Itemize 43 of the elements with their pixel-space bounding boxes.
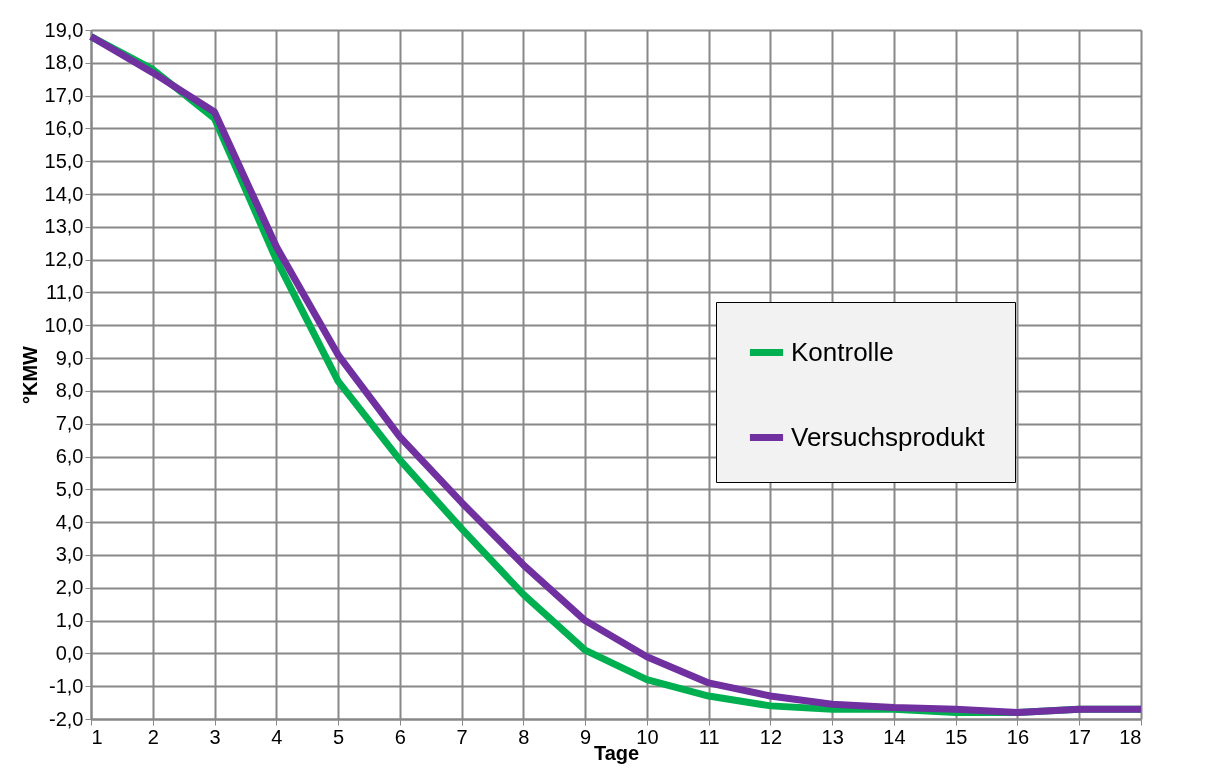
- y-tick-label: 2,0: [55, 576, 84, 599]
- y-tick-label: 13,0: [44, 215, 84, 238]
- x-tick-label: 3: [209, 725, 221, 748]
- x-tick-label: 1: [91, 725, 103, 748]
- legend-label: Versuchsprodukt: [791, 421, 986, 452]
- x-tick-label: 18: [1119, 725, 1142, 748]
- y-tick-label: 1,0: [55, 609, 84, 632]
- y-tick-label: 6,0: [55, 445, 84, 468]
- y-tick-label: 8,0: [55, 379, 84, 402]
- y-tick-label: 19,0: [44, 18, 84, 41]
- y-tick-label: 11,0: [46, 280, 84, 303]
- y-tick-label: 0,0: [55, 641, 84, 664]
- y-tick-label: 16,0: [44, 116, 84, 139]
- y-tick-label: 10,0: [44, 313, 84, 336]
- x-tick-label: 12: [759, 725, 783, 748]
- x-tick-label: 7: [456, 725, 468, 748]
- y-tick-label: 4,0: [55, 510, 84, 533]
- x-tick-label: 16: [1006, 725, 1030, 748]
- y-tick-label: 9,0: [55, 346, 84, 369]
- x-tick-label: 2: [147, 725, 159, 748]
- y-tick-label: 18,0: [44, 51, 84, 74]
- y-tick-label: 3,0: [55, 543, 84, 566]
- x-tick-label: 15: [945, 725, 968, 748]
- x-tick-label: 10: [636, 725, 659, 748]
- x-tick-label: 11: [698, 725, 720, 748]
- y-axis-title: °KMW: [18, 345, 41, 404]
- x-tick-label: 9: [580, 725, 592, 748]
- y-tick-label: 14,0: [44, 182, 84, 205]
- x-tick-label: 5: [333, 725, 345, 748]
- x-tick-label: 13: [821, 725, 844, 748]
- x-tick-label: 8: [518, 725, 530, 748]
- x-tick-label: 4: [271, 725, 283, 748]
- x-tick-label: 6: [394, 725, 406, 748]
- legend-label: Kontrolle: [791, 336, 894, 367]
- x-tick-label: 17: [1068, 725, 1091, 748]
- y-tick-label: -1,0: [49, 674, 84, 697]
- y-tick-label: 5,0: [55, 477, 84, 500]
- x-tick-label: 14: [883, 725, 906, 748]
- y-tick-label: -2,0: [49, 707, 84, 730]
- y-tick-label: 17,0: [44, 84, 84, 107]
- y-tick-label: 12,0: [44, 248, 84, 271]
- y-tick-label: 7,0: [55, 412, 84, 435]
- y-tick-label: 15,0: [44, 149, 84, 172]
